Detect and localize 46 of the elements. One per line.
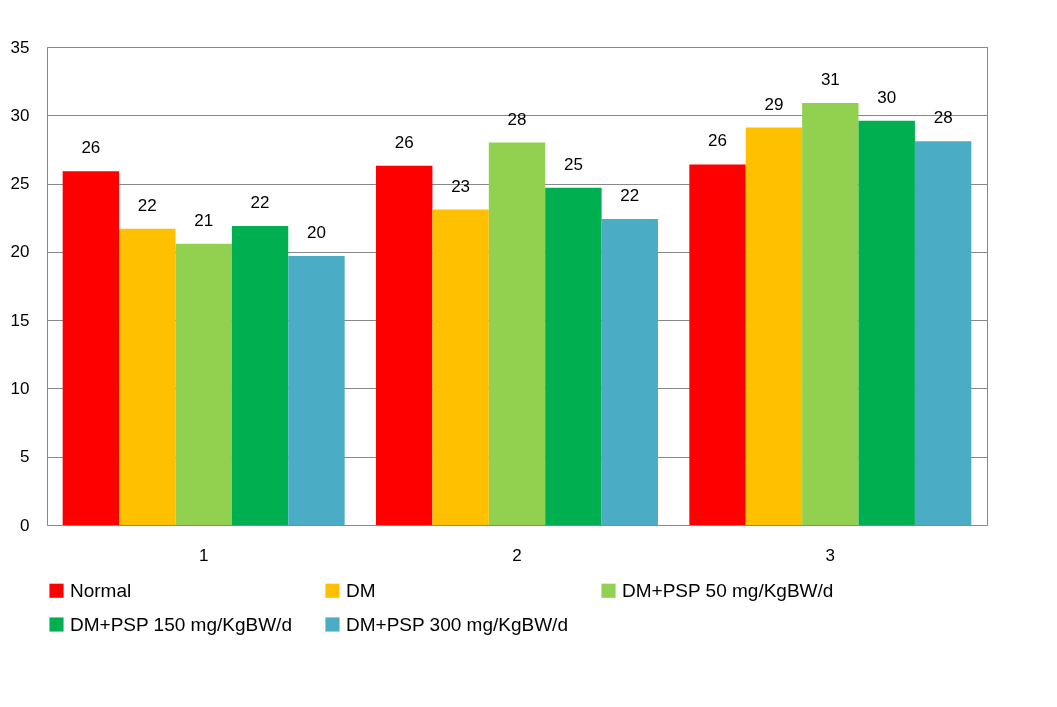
data-label: 26 xyxy=(394,132,414,152)
bar xyxy=(376,165,433,525)
x-tick-label: 3 xyxy=(825,545,836,565)
y-tick-label: 35 xyxy=(10,37,30,57)
y-tick-label: 10 xyxy=(10,378,30,398)
data-label: 26 xyxy=(81,138,101,158)
data-label: 28 xyxy=(933,108,953,128)
y-tick-label: 5 xyxy=(20,447,30,467)
data-label: 23 xyxy=(451,176,471,196)
bar xyxy=(802,102,859,525)
bar xyxy=(745,127,803,525)
data-label: 20 xyxy=(307,222,326,242)
bar xyxy=(231,225,289,525)
legend-label: DM xyxy=(346,579,376,601)
x-tick-label: 1 xyxy=(198,545,209,565)
bar xyxy=(545,187,602,525)
bar xyxy=(488,142,546,525)
y-tick-label: 20 xyxy=(10,242,30,262)
data-label: 22 xyxy=(250,192,270,212)
legend-label: DM+PSP 150 mg/KgBW/d xyxy=(70,613,292,635)
data-label: 31 xyxy=(820,69,840,89)
data-label: 22 xyxy=(620,186,640,206)
data-label: 25 xyxy=(563,154,583,174)
x-tick-label: 2 xyxy=(512,545,522,565)
y-tick-label: 30 xyxy=(10,105,30,125)
bar xyxy=(432,209,489,525)
y-tick-label: 0 xyxy=(20,515,30,535)
bar xyxy=(119,228,176,525)
y-tick-label: 15 xyxy=(10,310,30,330)
bar xyxy=(62,171,120,525)
legend-label: DM+PSP 300 mg/KgBW/d xyxy=(346,613,568,635)
data-label: 29 xyxy=(764,94,784,114)
data-label: 28 xyxy=(507,109,527,129)
legend-label: DM+PSP 50 mg/KgBW/d xyxy=(622,579,834,601)
bar xyxy=(288,255,345,525)
data-label: 26 xyxy=(708,131,727,151)
legend-label: Normal xyxy=(70,579,132,601)
data-label: 21 xyxy=(194,210,214,230)
y-tick-label: 25 xyxy=(10,174,30,194)
bar xyxy=(689,164,746,525)
bar xyxy=(914,141,972,525)
bar xyxy=(601,219,658,525)
data-label: 30 xyxy=(877,87,897,107)
bar xyxy=(858,120,915,525)
bar xyxy=(175,243,232,525)
data-label: 22 xyxy=(137,195,157,215)
